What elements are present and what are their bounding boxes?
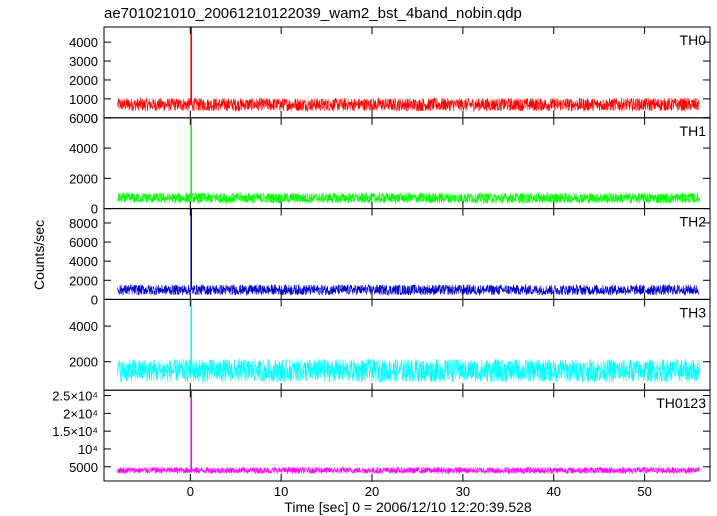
y-tick-label: 1000 bbox=[69, 92, 98, 107]
x-tick-label: 50 bbox=[637, 484, 651, 499]
y-tick-label: 2×10⁴ bbox=[63, 406, 98, 421]
y-tick-label: 8000 bbox=[69, 216, 98, 231]
panel-frame bbox=[103, 389, 711, 482]
y-axis-label: Counts/sec bbox=[31, 220, 47, 290]
y-tick-label: 4000 bbox=[69, 319, 98, 334]
panel-th1: 0 2000 4000 6000 TH1 bbox=[69, 111, 711, 217]
y-tick-label: 2.5×10⁴ bbox=[52, 389, 98, 404]
series-line-th0 bbox=[117, 97, 700, 113]
y-tick-label: 1.5×10⁴ bbox=[52, 424, 98, 439]
y-tick-label: 10⁴ bbox=[78, 442, 98, 457]
y-tick-label: 4000 bbox=[69, 141, 98, 156]
panel-name-label: TH2 bbox=[680, 214, 707, 230]
panel-frame bbox=[103, 208, 711, 300]
x-tick-label: 30 bbox=[456, 484, 470, 499]
y-tick-label: 2000 bbox=[69, 73, 98, 88]
y-tick-label: 4000 bbox=[69, 254, 98, 269]
series-line-th1 bbox=[117, 191, 700, 205]
x-axis-label: Time [sec] 0 = 2006/12/10 12:20:39.528 bbox=[284, 499, 532, 515]
chart-title: ae701021010_20061210122039_wam2_bst_4ban… bbox=[104, 5, 522, 22]
x-tick-label: 10 bbox=[274, 484, 288, 499]
x-tick-label: 20 bbox=[365, 484, 379, 499]
y-tick-label: 6000 bbox=[69, 111, 98, 126]
series-line-th0123 bbox=[117, 466, 700, 475]
y-tick-label: 2000 bbox=[69, 273, 98, 288]
panel-th3: 2000 4000 TH3 bbox=[69, 298, 711, 391]
y-tick-label: 0 bbox=[91, 111, 98, 126]
series-line-th2 bbox=[117, 283, 700, 297]
panel-name-label: TH0123 bbox=[656, 395, 706, 411]
y-tick-label: 2000 bbox=[69, 355, 98, 370]
x-tick-label: 0 bbox=[187, 484, 194, 499]
x-tick-label: 40 bbox=[546, 484, 560, 499]
panel-th0123: 5000 10⁴ 1.5×10⁴ 2×10⁴ 2.5×10⁴ TH0123 bbox=[52, 389, 711, 482]
panel-name-label: TH0 bbox=[680, 32, 707, 48]
panel-th0: 0 1000 2000 3000 4000 TH0 bbox=[69, 26, 711, 126]
y-tick-label: 5000 bbox=[69, 460, 98, 475]
y-tick-label: 4000 bbox=[69, 35, 98, 50]
x-axis: 0 10 20 30 40 50 bbox=[187, 484, 652, 499]
y-tick-label: 6000 bbox=[69, 235, 98, 250]
y-tick-label: 3000 bbox=[69, 54, 98, 69]
y-tick-label: 2000 bbox=[69, 171, 98, 186]
panel-name-label: TH3 bbox=[680, 304, 707, 320]
series-line-th3 bbox=[117, 358, 700, 384]
y-tick-label: 0 bbox=[91, 292, 98, 307]
y-tick-label: 0 bbox=[91, 202, 98, 217]
panel-th2: 0 2000 4000 6000 8000 TH2 bbox=[69, 208, 711, 307]
panel-name-label: TH1 bbox=[680, 123, 707, 139]
